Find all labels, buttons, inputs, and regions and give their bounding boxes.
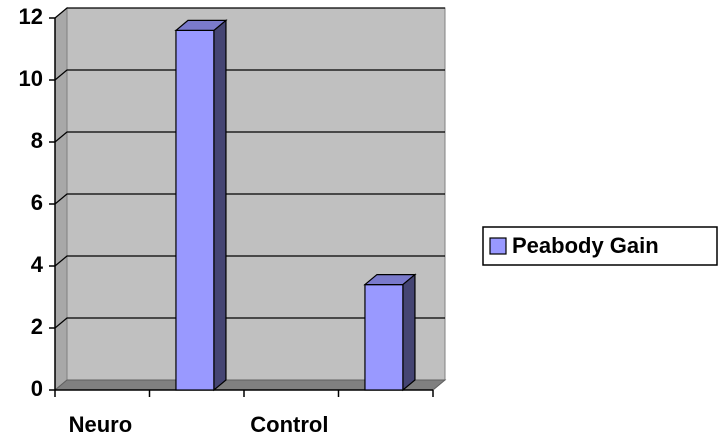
x-tick-label: Neuro [69,412,133,437]
grid-line [54,69,445,81]
bar [363,273,417,392]
legend: Peabody Gain [482,226,718,266]
y-tick-label: 6 [31,190,43,215]
bar-side [402,273,416,392]
bar-side [213,19,227,392]
y-tick-label: 12 [19,4,43,29]
grid-line [54,131,445,143]
bar-front [364,284,404,391]
bar [174,19,228,392]
legend-label: Peabody Gain [512,233,659,258]
y-tick-label: 4 [31,252,44,277]
y-tick-label: 0 [31,376,43,401]
bar-front [175,29,215,391]
grid-line [54,317,445,329]
grid-line [54,193,445,205]
y-tick-label: 10 [19,66,43,91]
y-tick-label: 2 [31,314,43,339]
legend-box [482,226,718,266]
legend-swatch [489,237,507,255]
grid-line [54,7,445,19]
grid-line [54,255,445,267]
y-tick-label: 8 [31,128,43,153]
x-tick-label: Control [250,412,328,437]
